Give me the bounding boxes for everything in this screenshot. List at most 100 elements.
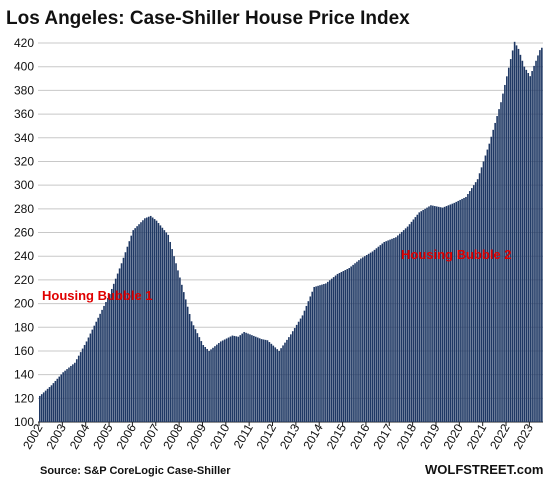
bar <box>68 367 70 422</box>
bar <box>330 278 333 422</box>
bar <box>539 50 541 423</box>
bar <box>509 59 512 422</box>
bar <box>221 340 224 422</box>
bar <box>422 210 424 422</box>
bar <box>488 143 491 423</box>
bar <box>383 241 386 422</box>
bar <box>299 318 302 422</box>
bar <box>274 347 277 422</box>
y-tick-label: 240 <box>14 249 34 263</box>
bar <box>309 296 312 422</box>
bar <box>116 273 119 422</box>
bar <box>153 219 156 422</box>
bar <box>208 350 210 422</box>
bar <box>515 45 518 423</box>
bar <box>463 197 465 422</box>
bar <box>517 48 520 423</box>
bar <box>218 343 220 422</box>
bar <box>163 230 166 422</box>
bar <box>151 217 154 422</box>
y-tick-label: 360 <box>14 107 34 121</box>
bar <box>212 347 214 422</box>
bar <box>225 338 228 422</box>
x-tick-label: 2014 <box>300 421 326 451</box>
bar <box>66 369 68 422</box>
bar <box>251 335 253 422</box>
bar <box>434 206 436 422</box>
annotation-bubble-1: Housing Bubble 1 <box>42 288 153 303</box>
bar <box>112 283 115 422</box>
x-tick-label: 2011 <box>231 421 256 451</box>
bar <box>64 370 66 422</box>
bar <box>42 392 45 422</box>
bar <box>118 268 121 422</box>
x-tick-label: 2007 <box>137 421 163 451</box>
bar <box>210 349 212 422</box>
bar <box>122 257 125 422</box>
bar <box>375 248 378 422</box>
annotation-bubble-2: Housing Bubble 2 <box>401 247 512 262</box>
bar <box>441 207 444 422</box>
bar <box>169 241 171 422</box>
y-tick-label: 260 <box>14 226 34 240</box>
x-tick-label: 2019 <box>417 421 443 451</box>
x-tick-label: 2021 <box>464 421 490 451</box>
bar <box>428 206 430 422</box>
y-tick-label: 160 <box>14 344 34 358</box>
bar <box>70 365 72 422</box>
bar <box>231 335 234 422</box>
bar <box>229 336 232 422</box>
bar <box>457 200 459 422</box>
bar <box>134 228 136 422</box>
bar <box>369 252 372 422</box>
y-tick-label: 400 <box>14 60 34 74</box>
bar <box>399 233 401 422</box>
bar <box>293 328 296 422</box>
bar <box>492 129 495 422</box>
bar <box>397 235 399 422</box>
bar <box>173 256 175 422</box>
bar <box>192 325 195 422</box>
bar <box>142 220 144 422</box>
bar <box>311 291 314 422</box>
bar <box>507 67 510 422</box>
bar <box>367 253 370 422</box>
y-tick-label: 140 <box>14 368 34 382</box>
bar <box>332 277 335 422</box>
bar <box>303 310 306 422</box>
y-axis: 100 120 140 160 180 200 220 240 260 280 300 320 340 3… <box>14 36 34 429</box>
bar <box>406 226 409 422</box>
bar <box>93 325 96 422</box>
bar <box>126 246 129 422</box>
bar <box>105 301 107 422</box>
x-tick-label: 2020 <box>440 421 466 451</box>
bar <box>358 260 360 422</box>
bar <box>426 207 428 422</box>
bar <box>159 225 162 422</box>
bar <box>167 234 170 422</box>
bar <box>404 228 407 422</box>
bar <box>175 263 177 422</box>
x-tick-label: 2022 <box>487 421 513 451</box>
x-tick-label: 2009 <box>184 421 210 451</box>
bar <box>200 341 203 422</box>
bar <box>412 219 415 422</box>
bar <box>85 341 88 422</box>
x-tick-label: 2010 <box>207 421 233 451</box>
bar <box>260 339 263 422</box>
bar <box>447 205 450 422</box>
y-tick-label: 120 <box>14 391 34 405</box>
bar <box>393 238 395 422</box>
bar <box>147 216 150 422</box>
bar <box>494 122 496 422</box>
bars <box>39 41 543 423</box>
bar <box>365 255 368 422</box>
bar <box>99 313 101 422</box>
bar <box>486 149 489 422</box>
bar <box>188 314 191 422</box>
bar <box>362 257 364 422</box>
x-tick-label: 2006 <box>114 421 140 451</box>
bar <box>371 251 374 422</box>
bar <box>373 249 376 422</box>
bar <box>511 50 514 422</box>
